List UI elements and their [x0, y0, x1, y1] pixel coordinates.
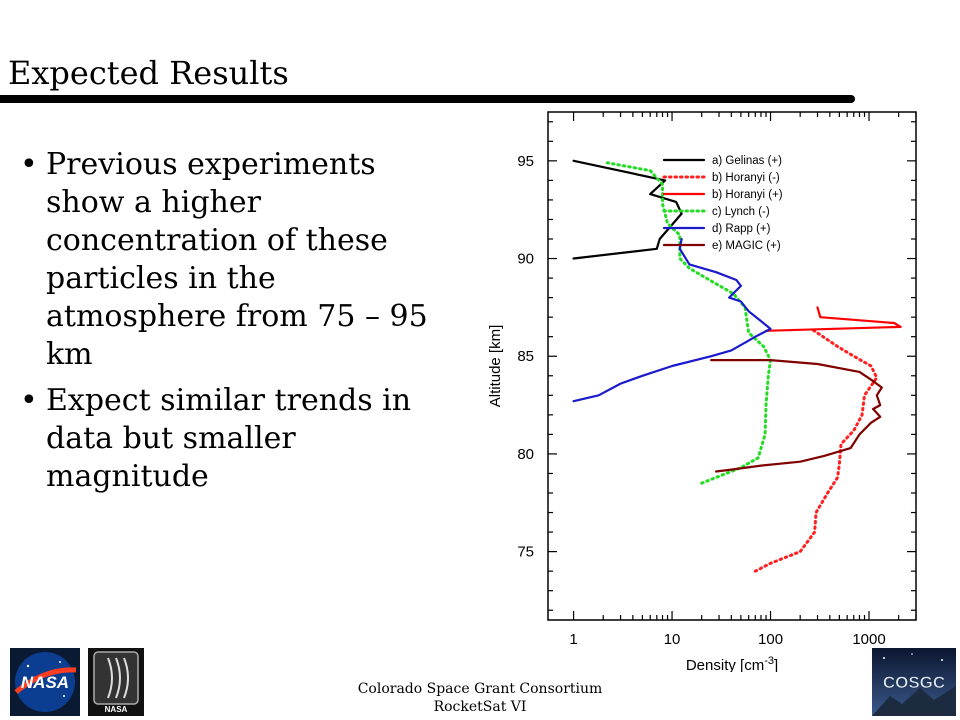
legend-label: d) Rapp (+)	[712, 223, 771, 235]
x-axis-label-end: ]	[774, 657, 778, 672]
y-tick-label: 85	[517, 348, 534, 365]
y-tick-label: 80	[517, 446, 534, 463]
cosgc-logo: COSGC	[872, 648, 956, 716]
legend-label: e) MAGIC (+)	[712, 240, 781, 252]
series-line	[572, 237, 772, 403]
y-tick-label: 90	[517, 251, 534, 268]
bullet-dot: •	[20, 383, 38, 418]
x-tick-label: 1	[569, 631, 577, 648]
bullet-text: Previous experiments show a higher conce…	[46, 147, 428, 372]
legend-label: a) Gelinas (+)	[712, 155, 782, 167]
nasa-meatball-text: NASA	[21, 673, 69, 692]
x-tick-label: 1000	[852, 631, 885, 648]
slide-title: Expected Results	[8, 54, 289, 92]
bullet-list: • Previous experiments show a higher conc…	[20, 146, 460, 504]
title-rule	[0, 95, 855, 103]
bullet-dot: •	[20, 147, 38, 182]
density-altitude-chart: 1 10 100 1000 75 80 85 90 95 Density [cm-3] Altitu…	[487, 111, 917, 672]
legend-label: c) Lynch (-)	[712, 206, 770, 218]
x-axis-label-exponent: -3	[764, 655, 774, 667]
nasa-meatball-logo: NASA	[10, 648, 80, 716]
bullet-item: • Expect similar trends in data but small…	[20, 382, 460, 496]
series-line	[710, 359, 883, 473]
nasa-badge-logo: NASA	[88, 648, 144, 716]
nasa-badge-text: NASA	[105, 705, 128, 714]
cosgc-text: COSGC	[883, 673, 945, 692]
x-axis-label: Density [cm-3]	[686, 655, 778, 672]
legend-label: b) Horanyi (+)	[712, 189, 783, 201]
x-tick-label: 100	[758, 631, 783, 648]
series-line	[753, 327, 879, 573]
y-tick-label: 75	[517, 544, 534, 561]
series-line	[764, 306, 902, 332]
bullet-item: • Previous experiments show a higher conc…	[20, 146, 460, 374]
footer-line-2: RocketSat VI	[433, 699, 527, 715]
plot-frame	[547, 111, 917, 621]
bullet-text: Expect similar trends in data but smalle…	[46, 383, 412, 494]
legend-label: b) Horanyi (-)	[712, 172, 780, 184]
footer-line-1: Colorado Space Grant Consortium	[357, 681, 603, 697]
x-tick-label: 10	[664, 631, 681, 648]
y-tick-label: 95	[517, 153, 534, 170]
y-axis-label: Altitude [km]	[487, 325, 504, 408]
